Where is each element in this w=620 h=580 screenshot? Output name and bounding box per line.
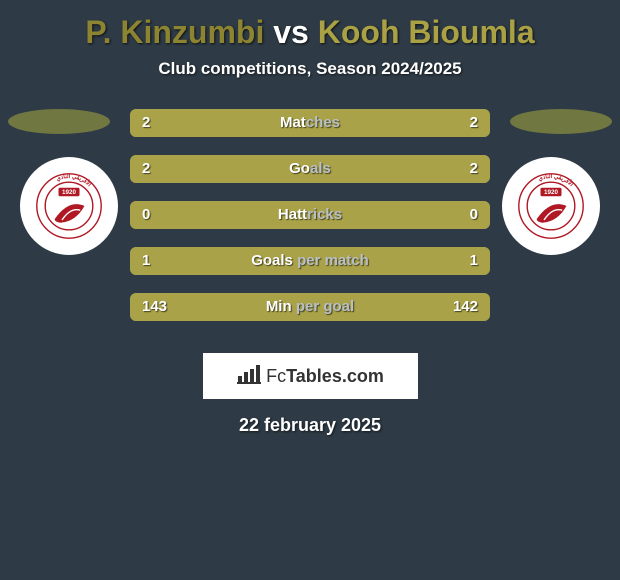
stat-label-left: Hatt — [278, 206, 307, 223]
stat-label-left: Go — [289, 160, 310, 177]
stat-label: Goals — [130, 155, 490, 183]
stat-row: 143142Min per goal — [130, 293, 490, 321]
stat-row: 00Hattricks — [130, 201, 490, 229]
player1-name: P. Kinzumbi — [85, 14, 264, 50]
stat-label: Hattricks — [130, 201, 490, 229]
logo-prefix: Fc — [266, 366, 286, 386]
player2-club-badge: الأفريقي النادي 1920 — [502, 157, 600, 255]
stat-row: 11Goals per match — [130, 247, 490, 275]
stat-label-right: per match — [297, 252, 369, 269]
stat-label-left: Goals — [251, 252, 297, 269]
stat-row: 22Goals — [130, 155, 490, 183]
logo-text: FcTables.com — [266, 366, 384, 387]
date-text: 22 february 2025 — [0, 415, 620, 436]
stat-label-left: Min — [266, 298, 296, 315]
comparison-card: P. Kinzumbi vs Kooh Bioumla Club competi… — [0, 0, 620, 580]
player1-club-badge: الأفريقي النادي 1920 — [20, 157, 118, 255]
svg-text:1920: 1920 — [544, 189, 559, 196]
stat-label-right: per goal — [296, 298, 354, 315]
subtitle: Club competitions, Season 2024/2025 — [0, 59, 620, 79]
player2-shadow-ellipse — [510, 109, 612, 134]
stat-bars: 22Matches 22Goals 00Hattricks 11Goals per m… — [130, 109, 490, 339]
vs-text: vs — [273, 14, 309, 50]
stat-label: Goals per match — [130, 247, 490, 275]
stat-label: Min per goal — [130, 293, 490, 321]
stat-label-right: ches — [306, 114, 340, 131]
fctables-logo: FcTables.com — [203, 353, 418, 399]
stat-row: 22Matches — [130, 109, 490, 137]
stat-label-left: Mat — [280, 114, 306, 131]
stat-label-right: ricks — [307, 206, 342, 223]
logo-suffix: Tables.com — [286, 366, 384, 386]
player2-name: Kooh Bioumla — [318, 14, 535, 50]
stats-area: الأفريقي النادي 1920 الأفريقي النادي 192… — [0, 109, 620, 339]
page-title: P. Kinzumbi vs Kooh Bioumla — [0, 0, 620, 51]
chart-icon — [236, 364, 262, 389]
stat-label: Matches — [130, 109, 490, 137]
stat-label-right: als — [310, 160, 331, 177]
svg-text:1920: 1920 — [62, 189, 77, 196]
player1-shadow-ellipse — [8, 109, 110, 134]
